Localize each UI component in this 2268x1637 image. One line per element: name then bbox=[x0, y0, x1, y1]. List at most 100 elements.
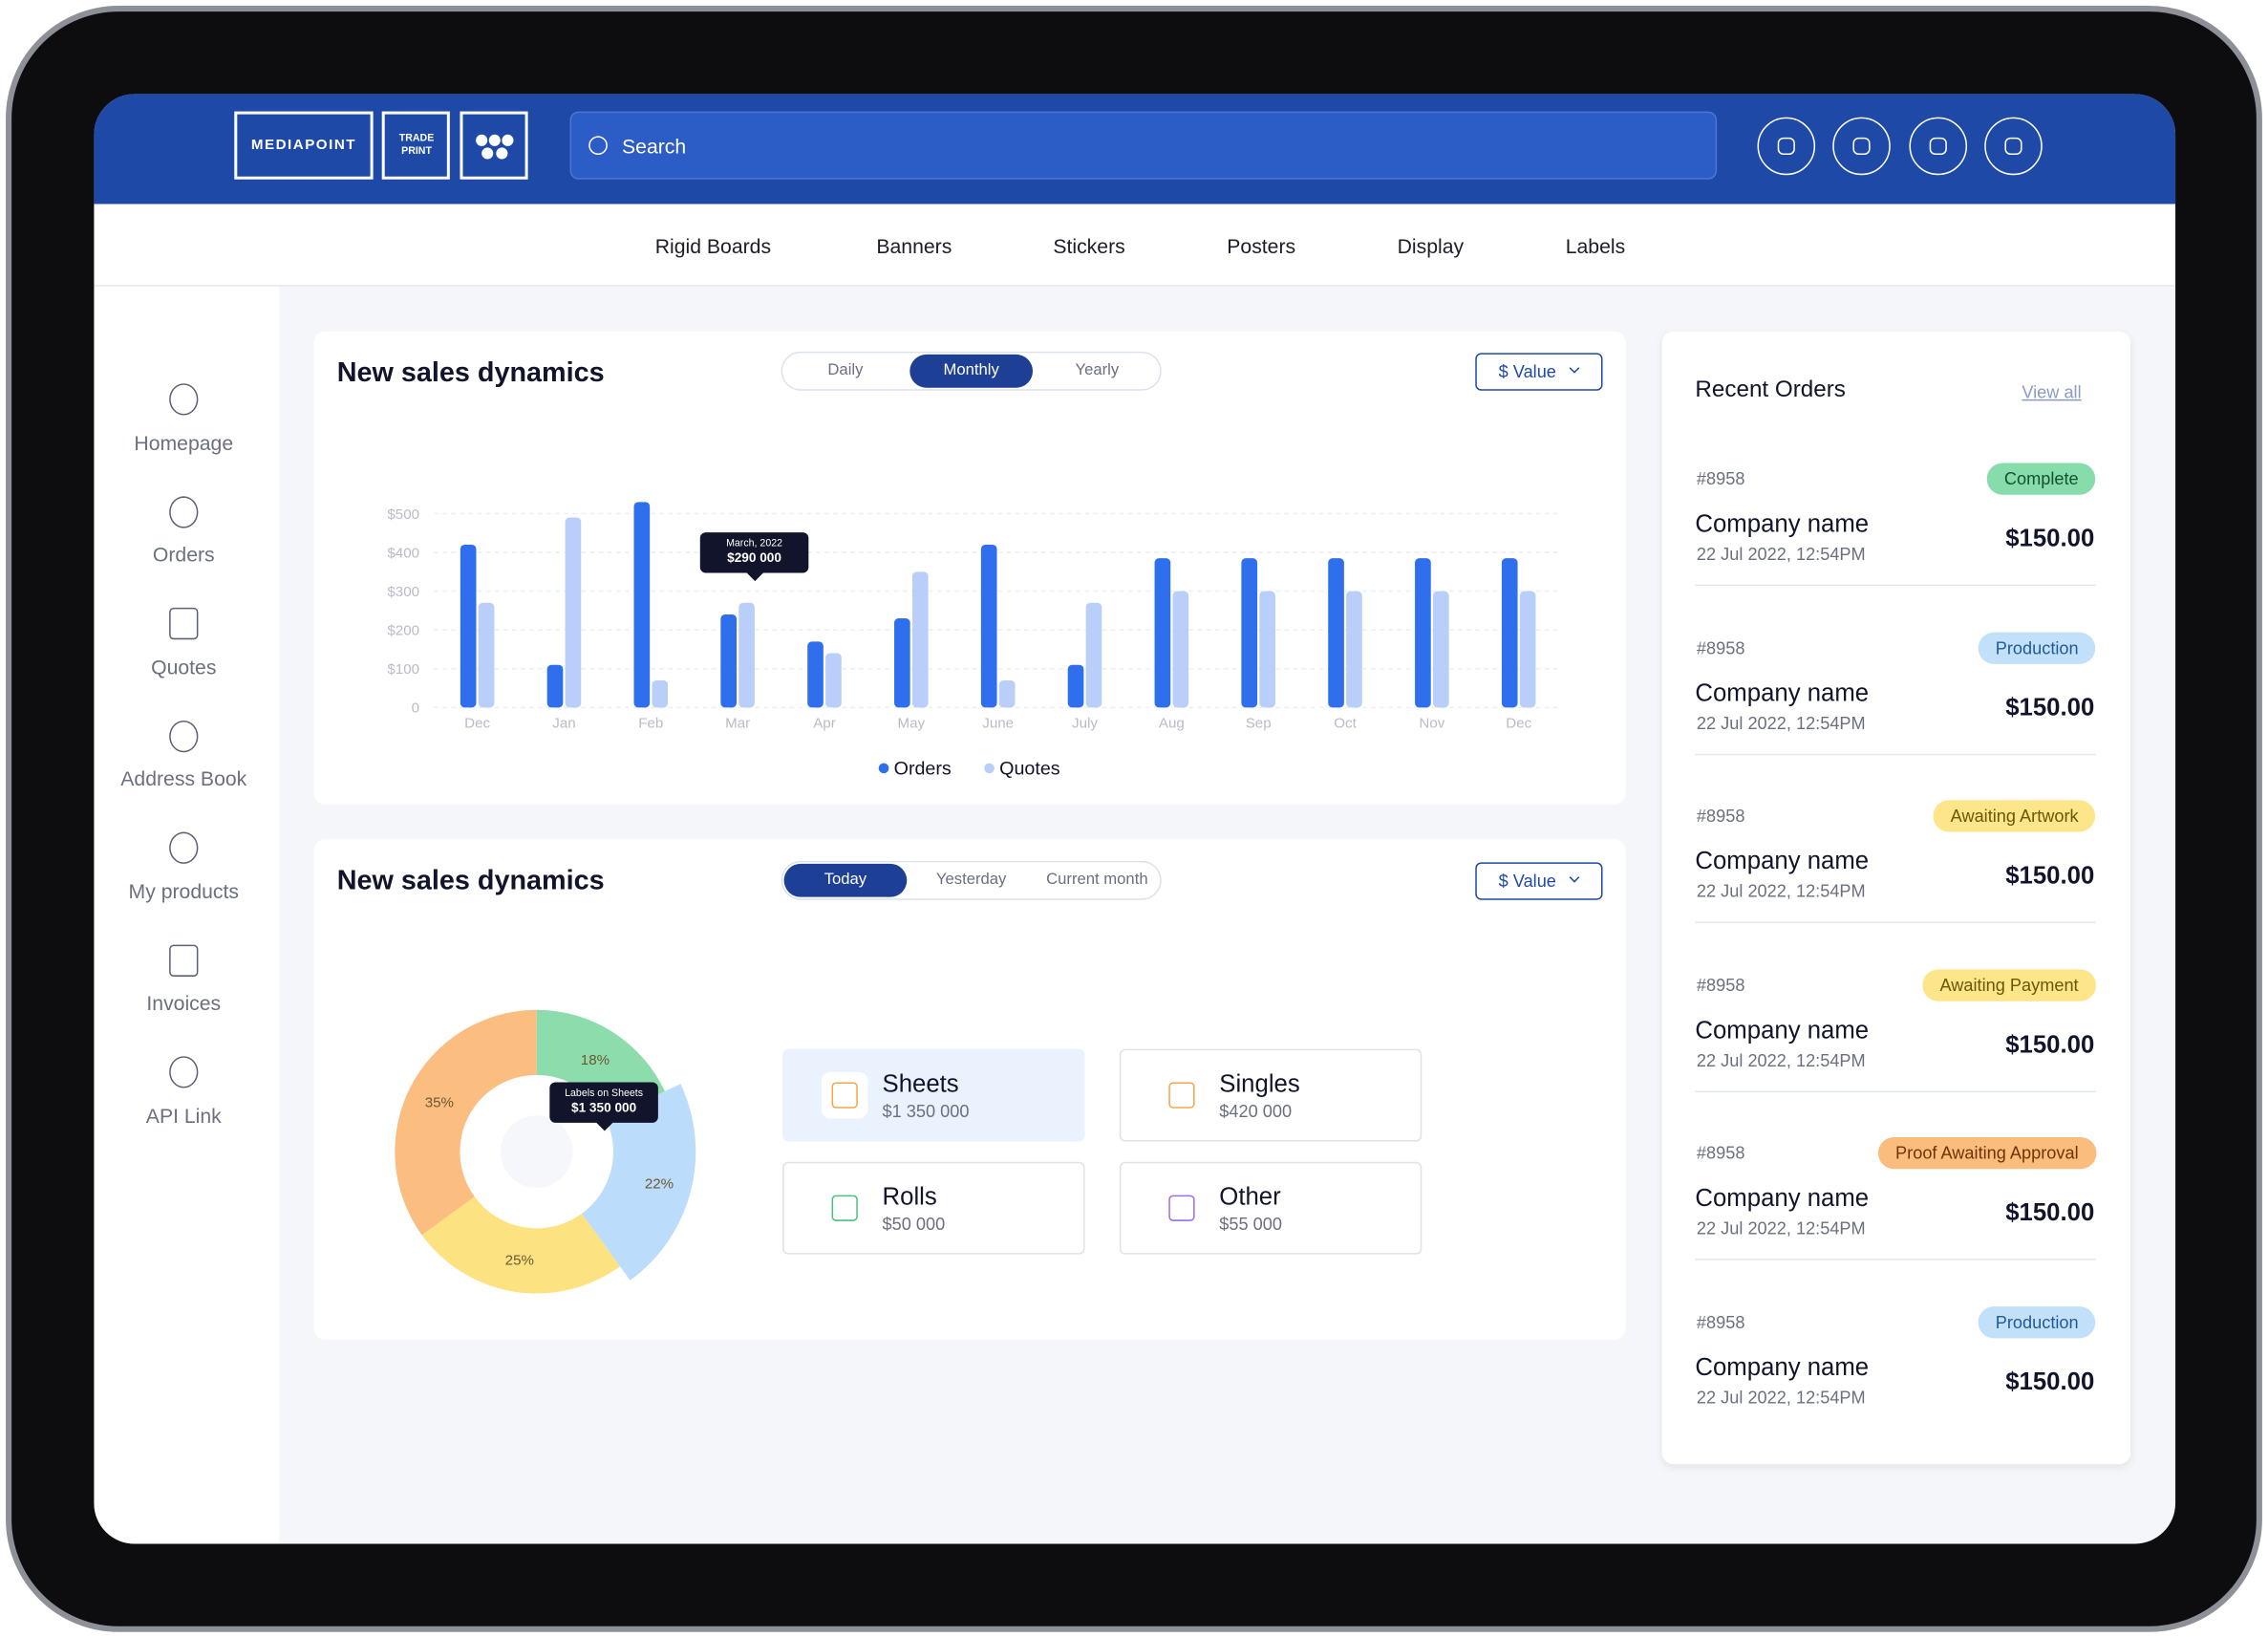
order-id: #8958 bbox=[1696, 975, 1745, 996]
sidebar-label[interactable]: Address Book bbox=[120, 766, 247, 790]
tab-pill: Daily Monthly Yearly bbox=[781, 351, 1162, 391]
header-icon bbox=[1777, 137, 1795, 155]
x-tick-label: Aug bbox=[1159, 716, 1185, 732]
sidebar-icon bbox=[169, 943, 199, 977]
card-title: New sales dynamics bbox=[336, 866, 605, 896]
legend-swatch bbox=[984, 763, 995, 774]
tile-name: Other bbox=[1219, 1182, 1281, 1211]
sidebar-label[interactable]: Orders bbox=[152, 542, 215, 566]
nav-item[interactable]: Banners bbox=[876, 234, 952, 258]
nav-item[interactable]: Rigid Boards bbox=[654, 234, 772, 258]
order-separator bbox=[1695, 921, 2096, 924]
bar bbox=[1415, 558, 1431, 708]
header-icon-button[interactable] bbox=[1909, 117, 1968, 176]
sidebar-icon bbox=[169, 495, 199, 528]
order-id: #8958 bbox=[1696, 468, 1745, 489]
sidebar-icon bbox=[169, 720, 199, 752]
logo-box bbox=[234, 111, 374, 180]
view-all[interactable]: View all bbox=[2022, 381, 2082, 402]
x-tick-label: Apr bbox=[813, 716, 836, 732]
bar bbox=[1501, 558, 1518, 708]
logo-sub: TRADE bbox=[398, 134, 435, 144]
tile-icon-box bbox=[821, 1184, 868, 1232]
slice-label: 25% bbox=[505, 1252, 534, 1268]
logo-dot bbox=[502, 134, 514, 146]
logo-dot bbox=[488, 134, 501, 146]
order-separator bbox=[1695, 1259, 2096, 1261]
header-icon-button[interactable] bbox=[1984, 117, 2043, 176]
bar bbox=[825, 653, 842, 708]
bar bbox=[652, 679, 669, 708]
pie-slice bbox=[421, 1196, 620, 1294]
order-amount: $150.00 bbox=[2005, 861, 2095, 890]
y-tick-label: 0 bbox=[412, 700, 419, 717]
bar bbox=[1328, 558, 1344, 708]
tile-value: $55 000 bbox=[1219, 1214, 1282, 1235]
sidebar-label[interactable]: My products bbox=[128, 878, 239, 902]
nav-item[interactable]: Posters bbox=[1227, 234, 1296, 258]
bar bbox=[460, 544, 477, 708]
x-tick-label: Jan bbox=[552, 716, 575, 732]
y-tick-label: $300 bbox=[387, 584, 419, 600]
bar bbox=[546, 664, 564, 708]
value-button[interactable] bbox=[1475, 353, 1603, 391]
sidebar-label[interactable]: Homepage bbox=[134, 430, 234, 454]
sidebar-label[interactable]: Quotes bbox=[151, 655, 217, 678]
tab[interactable]: Yesterday bbox=[935, 871, 1007, 889]
status-badge: Production bbox=[1978, 632, 2096, 664]
tab[interactable]: Current month bbox=[1046, 871, 1148, 889]
x-tick-label: Mar bbox=[725, 716, 750, 732]
x-tick-label: July bbox=[1072, 716, 1098, 732]
tile-value: $420 000 bbox=[1219, 1101, 1293, 1122]
status-badge: Complete bbox=[1986, 463, 2096, 495]
bar bbox=[998, 679, 1016, 708]
tab[interactable]: Yearly bbox=[1075, 361, 1120, 379]
tile-name: Sheets bbox=[882, 1069, 959, 1098]
bar bbox=[980, 544, 997, 708]
legend-label: Orders bbox=[894, 759, 952, 780]
status-badge: Proof Awaiting Approval bbox=[1877, 1137, 2096, 1170]
company-name: Company name bbox=[1695, 1016, 1870, 1045]
tile-icon bbox=[1168, 1195, 1195, 1221]
tooltip-title: March, 2022 bbox=[726, 538, 783, 549]
status-badge: Awaiting Payment bbox=[1922, 969, 2096, 1002]
bar bbox=[1346, 591, 1362, 708]
order-amount: $150.00 bbox=[2005, 1030, 2095, 1059]
legend-label: Quotes bbox=[999, 759, 1060, 780]
y-tick-label: $400 bbox=[387, 545, 419, 561]
header-icon-button[interactable] bbox=[1832, 117, 1891, 176]
value-button[interactable] bbox=[1475, 862, 1603, 900]
tile-name: Rolls bbox=[882, 1182, 937, 1211]
order-separator bbox=[1695, 1090, 2096, 1092]
tab[interactable]: Daily bbox=[827, 361, 864, 379]
tab-pill: Today Yesterday Current month bbox=[781, 860, 1162, 900]
tooltip-value: $1 350 000 bbox=[570, 1100, 637, 1115]
x-tick-label: Dec bbox=[464, 716, 490, 732]
nav-item[interactable]: Display bbox=[1397, 234, 1465, 258]
search-box[interactable] bbox=[569, 111, 1718, 180]
order-date: 22 Jul 2022, 12:54PM bbox=[1696, 1387, 1866, 1409]
order-separator bbox=[1695, 753, 2096, 755]
header-icon-button[interactable] bbox=[1757, 117, 1816, 176]
tab[interactable]: Monthly bbox=[909, 354, 1033, 388]
bar bbox=[1172, 591, 1189, 708]
logo-dot bbox=[496, 147, 508, 160]
sidebar-icon bbox=[169, 1056, 199, 1088]
tile-value: $50 000 bbox=[882, 1214, 946, 1235]
card bbox=[1661, 331, 2131, 1465]
bar bbox=[1519, 591, 1536, 708]
donut-center bbox=[500, 1115, 573, 1188]
nav-item[interactable]: Stickers bbox=[1053, 234, 1125, 258]
logo-text: MEDIAPOINT bbox=[250, 137, 357, 153]
order-separator bbox=[1695, 584, 2096, 587]
bar bbox=[720, 614, 738, 708]
sidebar-label[interactable]: Invoices bbox=[146, 991, 222, 1015]
header-icon bbox=[1929, 137, 1947, 155]
nav-item[interactable]: Labels bbox=[1565, 234, 1626, 258]
sidebar-label[interactable]: API Link bbox=[145, 1103, 222, 1127]
tab[interactable]: Today bbox=[783, 863, 908, 897]
value-button-label: $ Value bbox=[1498, 361, 1556, 382]
order-date: 22 Jul 2022, 12:54PM bbox=[1696, 1049, 1866, 1071]
